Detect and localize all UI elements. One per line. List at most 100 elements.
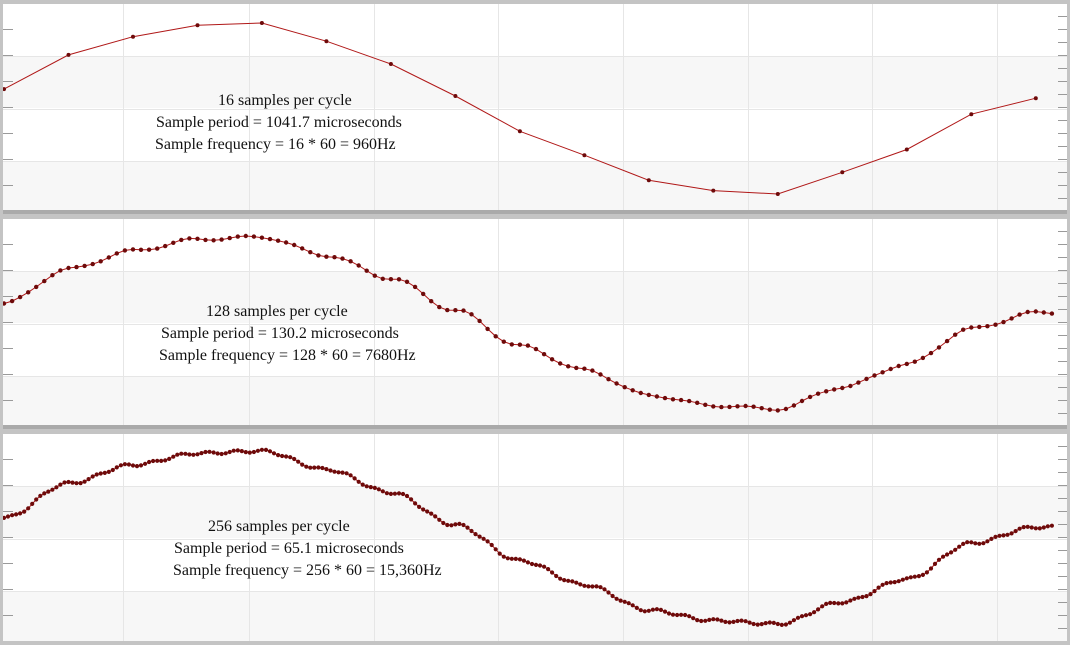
annotation-title: 256 samples per cycle [208, 518, 350, 535]
right-axis-tick [1058, 615, 1067, 616]
right-axis-tick [1058, 107, 1067, 108]
sample-point [26, 290, 31, 295]
sample-point [195, 236, 200, 241]
right-axis-tick [1058, 270, 1067, 271]
sample-point [610, 593, 615, 599]
sample-point [219, 451, 224, 457]
sample-point [328, 468, 333, 473]
sample-point [993, 534, 998, 539]
sample-point [816, 607, 821, 612]
sample-point [614, 596, 619, 601]
sample-point [372, 485, 377, 490]
sample-point [163, 243, 168, 249]
right-axis-tick [1058, 348, 1067, 349]
sample-point [98, 471, 103, 476]
sample-point [695, 618, 700, 623]
y-axis-tick [3, 185, 13, 186]
right-axis-tick [1058, 283, 1067, 284]
sample-point [501, 339, 506, 344]
right-axis-tick [1058, 589, 1067, 590]
sample-point [90, 474, 95, 479]
sample-point [775, 408, 780, 413]
annotation-frequency: Sample frequency = 16 * 60 = 960Hz [155, 136, 396, 153]
sample-point [199, 451, 204, 456]
vertical-gridline [374, 4, 375, 214]
right-axis-tick [1058, 55, 1067, 56]
sample-point [187, 452, 192, 457]
sample-point [66, 265, 71, 271]
sample-point [175, 452, 180, 457]
sample-point [908, 575, 913, 580]
sample-point [421, 291, 426, 297]
sample-point [441, 520, 446, 526]
sample-point [977, 324, 982, 330]
sample-point [856, 380, 861, 385]
vertical-gridline [123, 219, 124, 429]
sample-point [840, 385, 845, 391]
sample-point [203, 237, 208, 243]
right-axis-tick [1058, 498, 1067, 499]
sample-point [715, 617, 720, 622]
sample-point [787, 620, 793, 625]
sample-point [670, 612, 676, 617]
chart-panel-16-samples: 16 samples per cycle Sample period = 104… [3, 4, 1067, 214]
sample-point [594, 584, 599, 589]
vertical-gridline [498, 4, 499, 214]
annotation-frequency: Sample frequency = 128 * 60 = 7680Hz [159, 347, 416, 364]
annotation-frequency: Sample frequency = 256 * 60 = 15,360Hz [173, 562, 442, 579]
sample-point [235, 448, 240, 453]
sample-point [505, 556, 510, 561]
y-axis-tick [3, 589, 13, 590]
sample-point [840, 170, 845, 175]
right-axis-tick [1058, 387, 1067, 388]
vertical-gridline [498, 219, 499, 429]
sample-point [699, 618, 704, 624]
right-axis-tick [1058, 335, 1067, 336]
annotation-16: 16 samples per cycle Sample period = 104… [153, 90, 402, 156]
sample-point [570, 579, 575, 584]
sample-point [469, 528, 474, 534]
annotation-256: 256 samples per cycle Sample period = 65… [171, 516, 442, 582]
sample-point [630, 603, 635, 608]
right-axis-tick [1058, 628, 1067, 629]
sample-point [916, 574, 922, 579]
sample-point [993, 322, 998, 327]
sample-point [888, 366, 893, 372]
sample-point [284, 454, 289, 459]
sample-point [485, 326, 490, 332]
sample-point [316, 253, 321, 258]
sample-point [211, 450, 216, 455]
sample-point [650, 607, 656, 612]
sample-point [429, 299, 434, 304]
sample-point [340, 256, 345, 261]
sample-point [364, 268, 369, 273]
sample-point [409, 497, 414, 502]
annotation-period: Sample period = 1041.7 microseconds [156, 114, 402, 131]
sample-point [509, 556, 514, 561]
right-axis-tick [1058, 133, 1067, 134]
sample-point [517, 342, 523, 347]
y-axis-tick [3, 81, 13, 82]
sample-point [542, 564, 547, 569]
sample-point [904, 361, 909, 367]
sample-point [763, 621, 768, 626]
sample-point [654, 394, 660, 399]
sample-point [739, 618, 744, 623]
sample-point [509, 342, 514, 347]
sample-point [453, 308, 458, 313]
right-axis-tick [1058, 159, 1067, 160]
waveform-16 [3, 21, 1038, 196]
sample-point [1021, 525, 1026, 530]
sample-point [58, 482, 63, 487]
right-axis-tick [1058, 94, 1067, 95]
right-axis-tick [1058, 16, 1067, 17]
sample-point [646, 392, 651, 398]
sample-point [932, 561, 938, 566]
right-axis-tick [1058, 472, 1067, 473]
sample-point [292, 242, 297, 248]
waveform-256 [3, 447, 1054, 627]
sample-point [860, 594, 865, 600]
sample-point [590, 584, 595, 589]
sample-point [678, 397, 684, 403]
sample-point [308, 250, 313, 255]
